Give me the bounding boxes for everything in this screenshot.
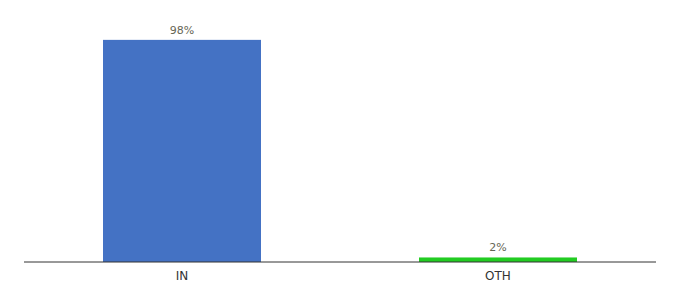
bar	[419, 257, 577, 262]
x-tick-label: IN	[176, 269, 189, 283]
chart-svg: IN OTH 98% 2%	[0, 0, 680, 300]
bar	[103, 40, 261, 262]
chart-container: IN OTH 98% 2%	[0, 0, 680, 300]
bars	[103, 40, 577, 262]
data-label: 98%	[170, 24, 194, 37]
x-axis-line	[24, 262, 656, 263]
data-label: 2%	[489, 241, 506, 254]
x-tick-label: OTH	[485, 269, 511, 283]
